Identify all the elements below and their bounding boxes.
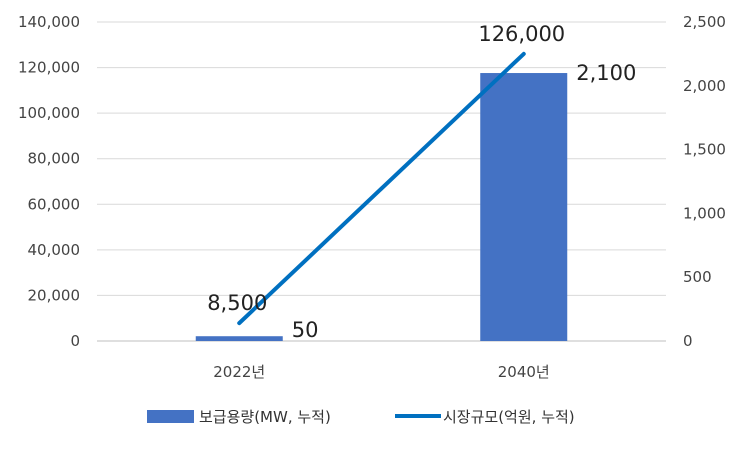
x-tick-label: 2022년	[213, 363, 265, 381]
y-left-tick-label: 80,000	[28, 150, 81, 168]
y-left-tick-label: 40,000	[28, 241, 81, 259]
y-axis-right: 0 500 1,000 1,500 2,000 2,500	[683, 13, 726, 350]
y-left-tick-label: 20,000	[28, 286, 81, 304]
series-line	[237, 51, 526, 326]
legend: 보급용량(MW, 누적) 시장규모(억원, 누적)	[147, 408, 575, 426]
bar-data-label: 50	[292, 318, 319, 342]
y-right-tick-label: 1,000	[683, 204, 726, 222]
line-data-label: 126,000	[478, 22, 565, 46]
y-axis-left: 0 20,000 40,000 60,000 80,000 100,000 120,000 1…	[18, 13, 80, 350]
data-labels: 50 2,100 8,500 126,000	[207, 22, 636, 342]
x-axis: 2022년 2040년	[213, 363, 549, 381]
y-right-tick-label: 2,500	[683, 13, 726, 31]
y-left-tick-label: 100,000	[18, 104, 80, 122]
bar-data-label: 2,100	[576, 61, 636, 85]
y-right-tick-label: 2,000	[683, 77, 726, 95]
legend-swatch-bar	[147, 410, 194, 423]
line-series	[237, 51, 526, 326]
bar	[195, 336, 283, 341]
gridlines	[97, 21, 666, 342]
y-left-tick-label: 120,000	[18, 59, 80, 77]
y-right-tick-label: 1,500	[683, 141, 726, 159]
y-left-tick-label: 0	[70, 332, 80, 350]
y-left-tick-label: 60,000	[28, 195, 81, 213]
x-tick-label: 2040년	[498, 363, 550, 381]
bar-series	[195, 73, 568, 341]
bar	[480, 73, 568, 341]
legend-label-bar: 보급용량(MW, 누적)	[199, 408, 331, 426]
legend-label-line: 시장규모(억원, 누적)	[443, 408, 575, 426]
line-data-label: 8,500	[207, 291, 267, 315]
y-left-tick-label: 140,000	[18, 13, 80, 31]
y-right-tick-label: 500	[683, 268, 712, 286]
y-right-tick-label: 0	[683, 332, 693, 350]
